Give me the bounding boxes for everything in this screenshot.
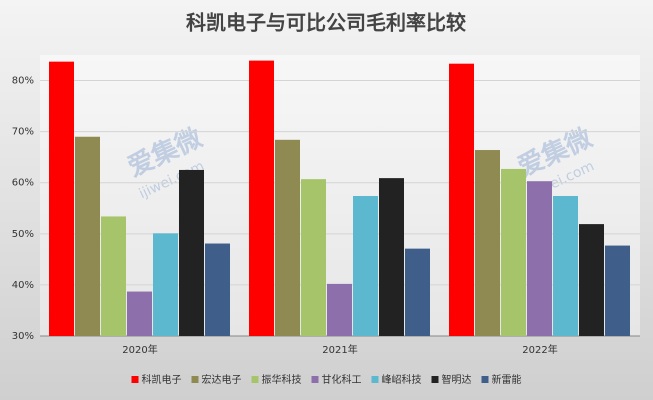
legend-label: 峰岹科技 xyxy=(382,373,422,386)
bar xyxy=(153,233,178,336)
legend-swatch xyxy=(311,376,319,383)
bar xyxy=(75,136,100,336)
x-tick-label: 2021年 xyxy=(322,343,357,356)
bar xyxy=(475,150,500,336)
bar xyxy=(205,243,230,336)
bar xyxy=(449,63,474,336)
bar xyxy=(405,248,430,336)
legend-label: 宏达电子 xyxy=(202,373,242,386)
bar xyxy=(179,169,204,336)
bar xyxy=(527,181,552,336)
bar xyxy=(275,139,300,336)
legend-swatch xyxy=(131,376,139,383)
bar xyxy=(353,196,378,336)
legend-label: 甘化科工 xyxy=(322,373,362,386)
legend-swatch xyxy=(251,376,259,383)
bar xyxy=(379,178,404,336)
legend-swatch xyxy=(481,376,489,383)
bar xyxy=(579,224,604,336)
bar xyxy=(301,179,326,336)
y-tick-label: 30% xyxy=(12,331,34,342)
bar xyxy=(327,283,352,336)
legend-swatch xyxy=(191,376,199,383)
bar xyxy=(127,291,152,336)
legend-swatch xyxy=(431,376,439,383)
legend-label: 振华科技 xyxy=(262,373,302,386)
x-tick-label: 2022年 xyxy=(522,343,557,356)
y-tick-label: 40% xyxy=(12,280,34,291)
bar xyxy=(605,245,630,336)
y-tick-label: 50% xyxy=(12,229,34,240)
bar xyxy=(501,168,526,336)
legend-label: 智明达 xyxy=(442,373,472,386)
chart-title: 科凯电子与可比公司毛利率比较 xyxy=(186,11,466,35)
y-tick-label: 80% xyxy=(12,76,34,87)
x-tick-label: 2020年 xyxy=(122,343,157,356)
bar xyxy=(101,216,126,336)
bar xyxy=(49,61,74,337)
bar xyxy=(249,60,274,337)
legend-label: 科凯电子 xyxy=(142,373,182,386)
legend-swatch xyxy=(371,376,379,383)
legend-label: 新雷能 xyxy=(492,373,522,386)
y-tick-label: 60% xyxy=(12,178,34,189)
bar xyxy=(553,196,578,336)
legend: 科凯电子 宏达电子 振华科技 甘化科工 峰岹科技 智明达 新雷能 xyxy=(131,373,522,386)
y-tick-label: 70% xyxy=(12,127,34,138)
